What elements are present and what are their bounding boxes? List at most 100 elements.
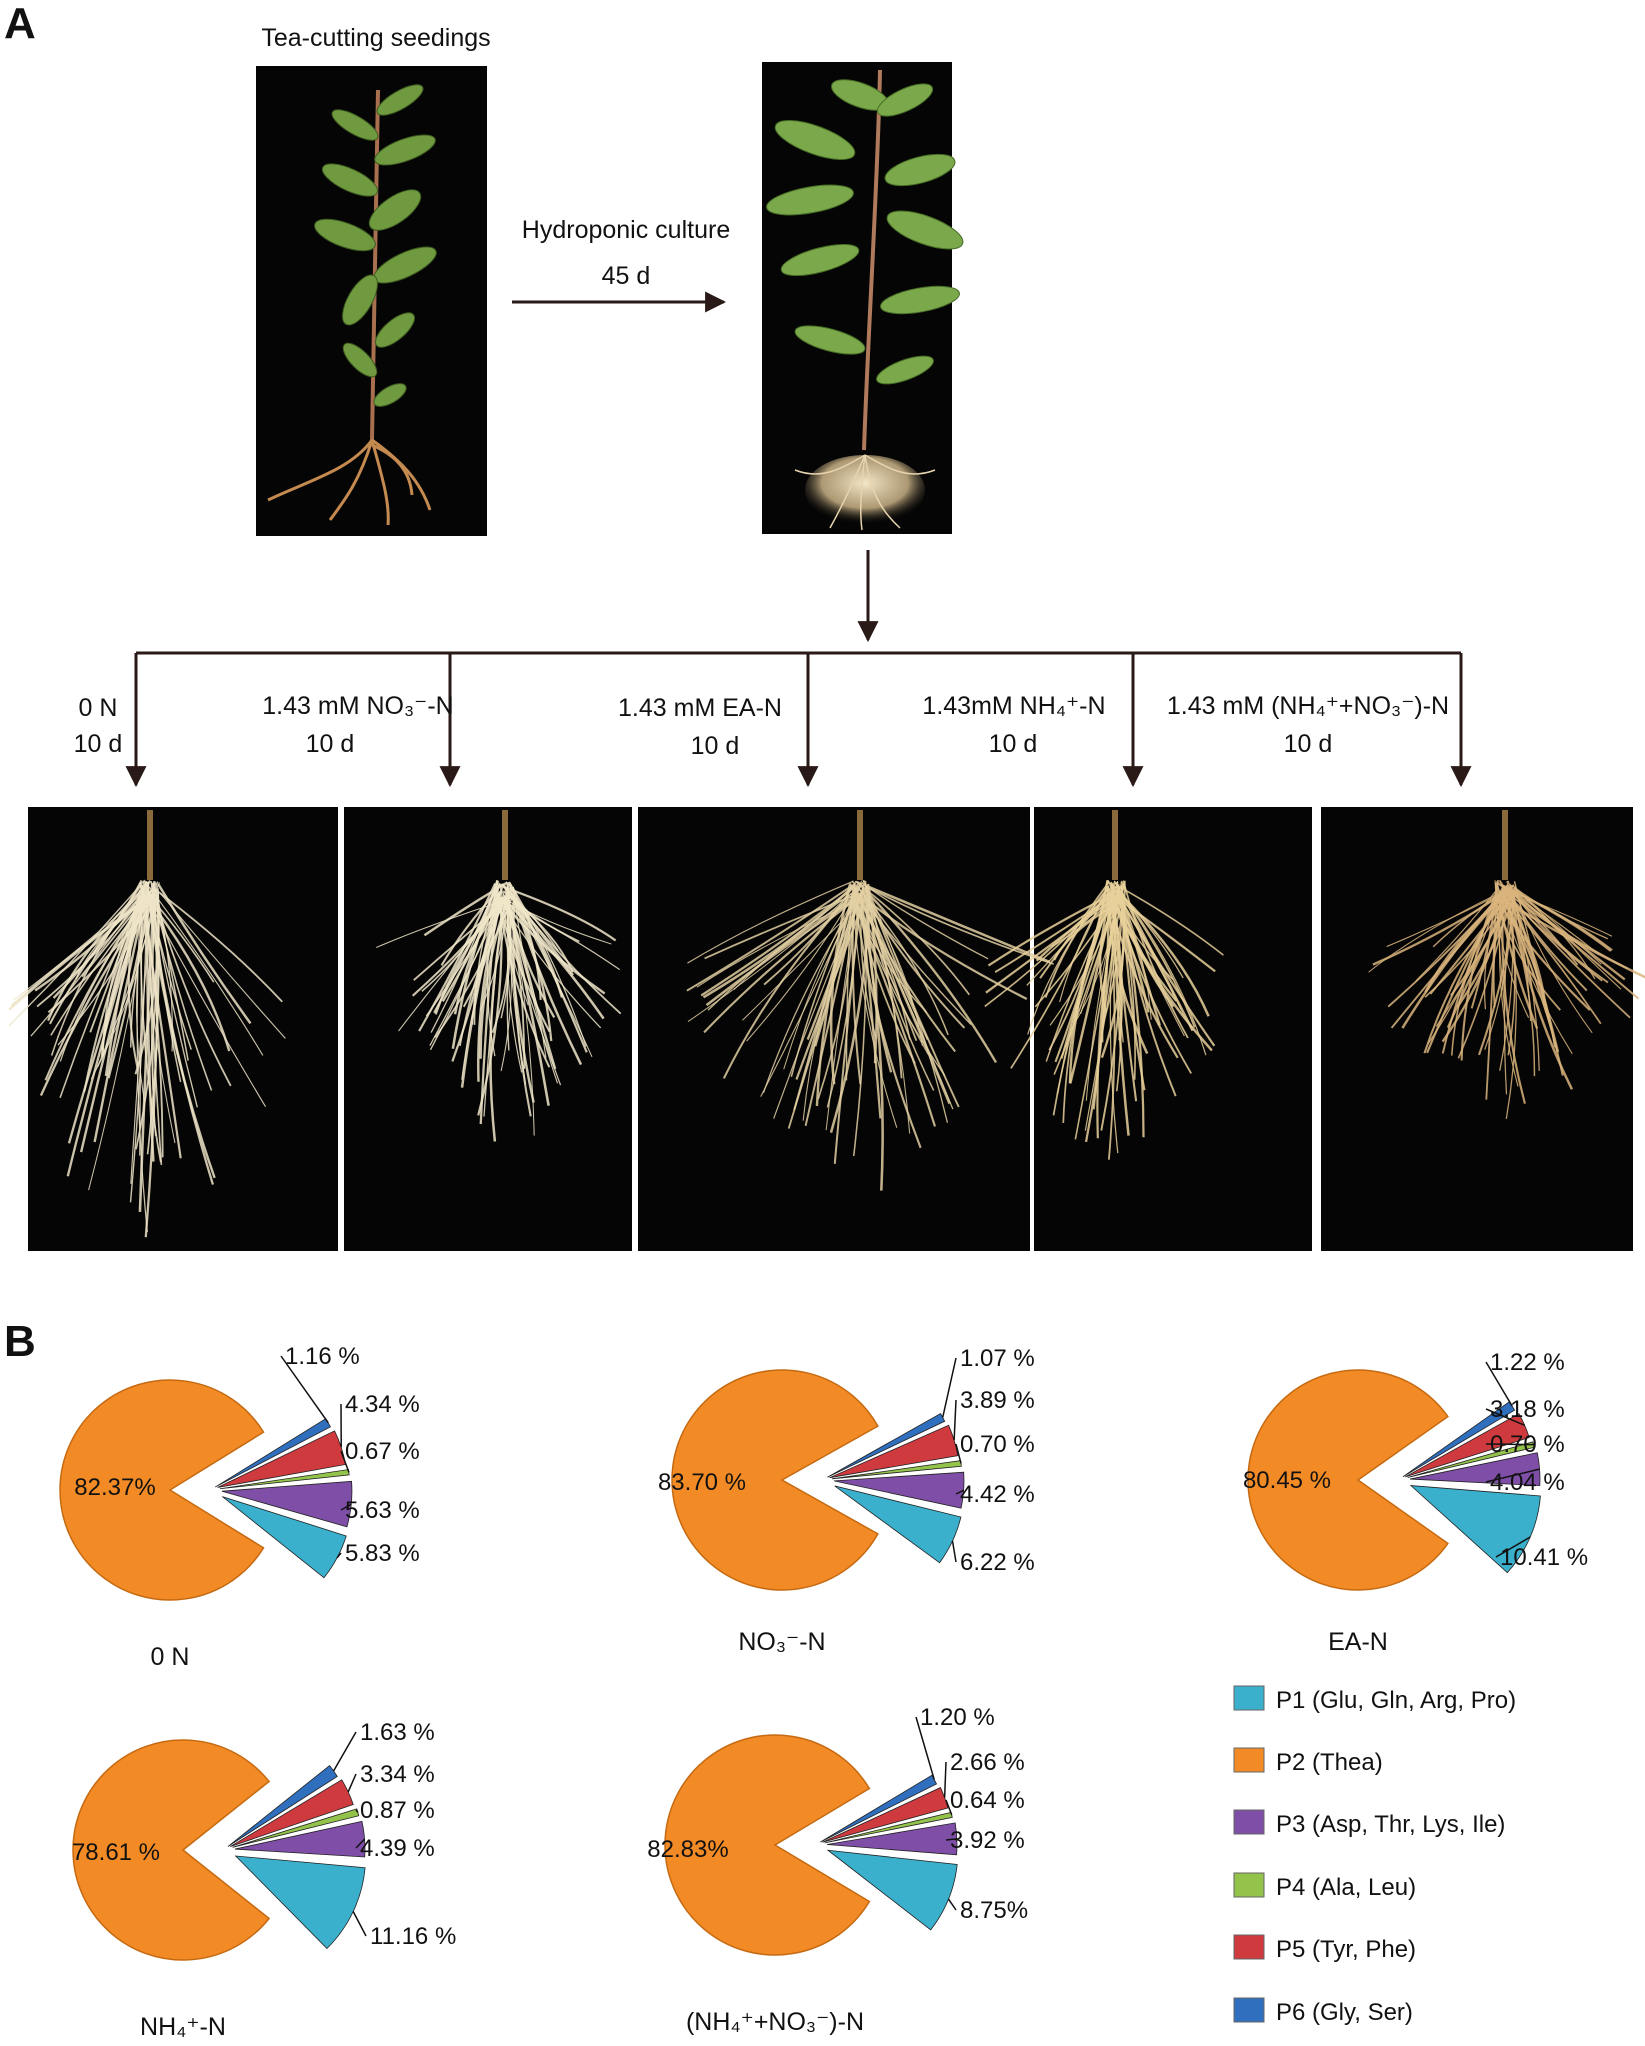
pie-chart: 1.63 % 3.34 % 0.87 % 4.39 % 11.16 % 78.61 % xyxy=(72,1719,456,1961)
pie-label-p3: 3.92 % xyxy=(950,1827,1025,1854)
legend-item-p1: P1 (Glu, Gln, Arg, Pro) xyxy=(1233,1685,1516,1714)
pie-label-p3: 4.39 % xyxy=(360,1835,435,1862)
legend-swatch xyxy=(1233,1934,1265,1960)
root-strand xyxy=(1106,886,1149,1055)
culture-label: Hydroponic culture xyxy=(522,216,730,244)
pie-label-p5: 3.34 % xyxy=(360,1761,435,1788)
pie-label-p6: 1.63 % xyxy=(360,1719,435,1746)
pie-leader-line xyxy=(355,1809,359,1813)
pie-slice-p2 xyxy=(671,1369,879,1591)
root-photos xyxy=(28,807,1633,1251)
root-strand xyxy=(147,898,267,1107)
root-strand xyxy=(440,889,499,966)
pie-leader-line xyxy=(951,1540,957,1563)
root-strand xyxy=(855,880,970,996)
root-strand xyxy=(704,888,870,960)
root-strand xyxy=(1122,895,1184,979)
pie-leader-line xyxy=(347,1773,357,1793)
root-strand xyxy=(495,896,621,971)
treatment-label-4: 1.43 mM (NH₄⁺+NO₃⁻)-N xyxy=(1167,692,1449,720)
root-strand xyxy=(742,893,869,1021)
root-strand xyxy=(814,881,860,1047)
root-strand xyxy=(130,882,154,1184)
root-strand xyxy=(451,880,499,1062)
root-strand xyxy=(1423,885,1514,1054)
pie-chart: 1.22 % 3.18 % 0.70 % 4.04 % 10.41 % 80.45 % xyxy=(1243,1349,1588,1591)
root-strand xyxy=(1415,887,1499,982)
pie-label-p3: 5.63 % xyxy=(345,1497,420,1524)
root-strand xyxy=(503,898,612,945)
root-strand xyxy=(509,881,587,1047)
root-strand xyxy=(139,882,182,1159)
pie-slice-p2 xyxy=(59,1379,265,1601)
root-strand xyxy=(849,882,911,1040)
pie-label-p1: 10.41 % xyxy=(1500,1544,1588,1571)
pie-leader-line xyxy=(332,1731,357,1772)
legend-label: P3 (Asp, Thr, Lys, Ile) xyxy=(1276,1811,1505,1838)
pie-label-p2: 80.45 % xyxy=(1243,1467,1331,1494)
treatment-days-2: 10 d xyxy=(691,732,740,760)
legend-swatch xyxy=(1233,1872,1265,1898)
root-system xyxy=(376,810,622,1142)
root-strand xyxy=(1514,890,1593,1034)
pie-leader-line xyxy=(1485,1408,1525,1426)
root-strand xyxy=(152,887,283,1003)
pie-label-p6: 1.22 % xyxy=(1490,1349,1565,1376)
pie-slice-p4 xyxy=(232,1808,360,1848)
legend-item-p2: P2 (Thea) xyxy=(1233,1747,1383,1776)
pie-chart: 1.07 % 3.89 % 0.70 % 4.42 % 6.22 % 83.70 % xyxy=(658,1345,1035,1591)
root-strand xyxy=(1044,888,1109,998)
pie-leader-line xyxy=(915,1716,935,1780)
root-strand xyxy=(1460,891,1498,1061)
root-strand xyxy=(1511,891,1532,1022)
root-strand xyxy=(1505,889,1517,1119)
root-strand xyxy=(1100,880,1126,1131)
pie-title-0: 0 N xyxy=(151,1643,190,1671)
root-system xyxy=(8,810,286,1238)
root-strand xyxy=(13,894,141,1001)
pie-label-p1: 5.83 % xyxy=(345,1540,420,1567)
root-strand xyxy=(1084,897,1125,1131)
legend-label: P1 (Glu, Gln, Arg, Pro) xyxy=(1276,1687,1516,1714)
root-strand xyxy=(508,882,542,1001)
pie-label-p5: 2.66 % xyxy=(950,1749,1025,1776)
seedling-photo-before xyxy=(256,66,487,536)
pie-slice-p3 xyxy=(234,1820,366,1858)
pie-leader-line xyxy=(945,1838,957,1841)
panel-b-letter: B xyxy=(4,1317,36,1366)
pie-leader-line xyxy=(941,1357,957,1418)
treatment-label-2: 1.43 mM EA-N xyxy=(618,694,782,722)
root-strand xyxy=(505,898,557,1070)
legend-label: P2 (Thea) xyxy=(1276,1749,1383,1776)
root-strand xyxy=(1105,888,1179,1059)
culture-days: 45 d xyxy=(602,262,651,290)
root-strand xyxy=(1457,898,1509,1059)
root-strand xyxy=(479,896,508,1011)
treatment-days-3: 10 d xyxy=(989,730,1038,758)
pie-leader-line xyxy=(1485,1468,1540,1483)
root-drawings xyxy=(8,810,1645,1238)
pie-chart: 1.16 % 4.34 % 0.67 % 5.63 % 5.83 % 82.37% xyxy=(59,1343,420,1601)
root-strand xyxy=(1502,884,1612,952)
root-strand xyxy=(1060,880,1116,1059)
pie-leader-line xyxy=(1485,1443,1534,1446)
root-strand xyxy=(1501,897,1645,979)
root-strand xyxy=(500,885,617,942)
pie-slice-p2 xyxy=(664,1734,871,1956)
pie-leader-line xyxy=(943,1761,947,1798)
pie-leader-line xyxy=(945,1799,953,1816)
root-strand xyxy=(59,882,148,1099)
legend-swatch xyxy=(1233,1809,1265,1835)
pie-slice-p3 xyxy=(826,1822,958,1856)
pie-label-p3: 4.42 % xyxy=(960,1481,1035,1508)
root-strand xyxy=(499,883,529,1006)
seedling-photo-after xyxy=(762,62,964,534)
pie-label-p5: 3.89 % xyxy=(960,1387,1035,1414)
root-strand xyxy=(700,887,854,997)
root-strand xyxy=(1048,880,1109,1051)
root-strand xyxy=(505,897,527,1085)
root-strand xyxy=(864,884,903,1079)
root-strand xyxy=(479,883,500,1125)
root-strand xyxy=(472,899,507,1025)
root-strand xyxy=(1450,896,1501,1056)
